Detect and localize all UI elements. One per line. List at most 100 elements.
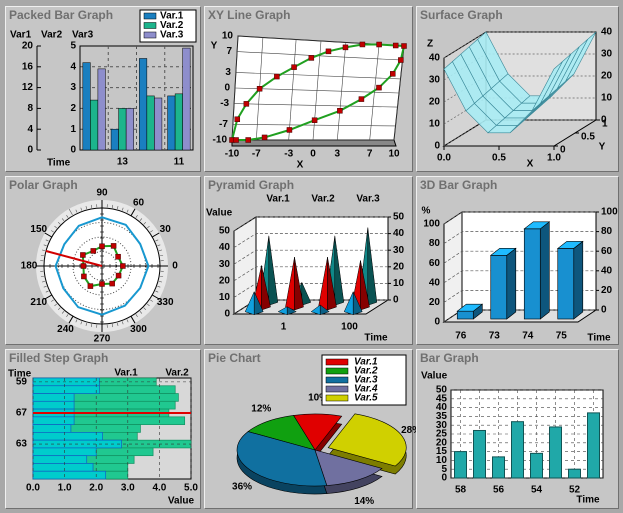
ring-tick <box>85 206 88 210</box>
bar <box>139 58 148 151</box>
z-tick-label-right: 20 <box>601 71 613 82</box>
ring-tick <box>111 324 114 328</box>
y-tick-label: 59 <box>16 377 28 388</box>
x-axis-title: X <box>297 160 304 171</box>
x-tick-label: 11 <box>174 157 185 168</box>
y-tick-label: 60 <box>429 258 441 269</box>
pyramid-face-dark <box>319 304 330 316</box>
z-tick-label: 40 <box>429 53 441 64</box>
point <box>401 43 407 49</box>
z-tick-label-right: 30 <box>601 49 613 60</box>
grid-line <box>443 250 596 264</box>
ring-tick <box>150 299 153 302</box>
ring-tick <box>158 280 162 283</box>
step <box>32 463 94 472</box>
x-tick-label: 4.0 <box>152 483 166 494</box>
y2-tick-label: 0 <box>27 145 33 156</box>
ring-tick <box>121 321 124 325</box>
legend-label: Var.2 <box>354 366 378 377</box>
panel: 3D Bar Graph 0 20 40 60 80 100 0 20 40 60 80 100 76 73… <box>416 176 619 345</box>
panel-title: Polar Graph <box>9 178 78 192</box>
ring-tick <box>43 244 47 247</box>
y-tick-label: 1 <box>70 124 76 135</box>
z-tick-label: 30 <box>429 75 441 86</box>
bar-side <box>540 221 550 320</box>
y-tick-label: 3 <box>70 82 76 93</box>
bar <box>182 47 191 151</box>
point <box>342 44 349 51</box>
ring-tick <box>155 290 159 293</box>
x-tick-label: 56 <box>493 485 505 496</box>
ring-tick <box>45 290 49 293</box>
panel: Polar Graph 0 30 60 90 150 180 210 240 270 300 330 <box>5 176 201 345</box>
theta-tick-label: 210 <box>30 297 47 308</box>
z-tick-label-right: 40 <box>601 27 613 38</box>
panel-shadow <box>5 349 201 509</box>
bar-side <box>506 247 517 320</box>
ring-tick <box>111 204 114 208</box>
theta-tick-label: 30 <box>160 224 172 235</box>
legend-label: Var.5 <box>354 393 378 404</box>
ring-tick <box>51 299 54 302</box>
y2-tick-label: 40 <box>601 265 613 276</box>
x-tick-label: -7 <box>252 149 261 160</box>
y-tick-label: 20 <box>436 437 448 448</box>
series-header: Var3 <box>72 30 94 41</box>
y2-tick-label: 20 <box>393 261 405 272</box>
bar-top <box>489 248 517 256</box>
step <box>32 424 72 433</box>
ring-tick <box>80 321 83 325</box>
point <box>390 71 396 77</box>
x-tick-label: 10 <box>388 149 400 160</box>
pyramid-face-dark <box>360 260 370 311</box>
panel: Pyramid Graph 0 10 20 30 40 50 0 10 20 30 40 50 1 100 V… <box>204 176 413 345</box>
panel-title: Surface Graph <box>420 8 503 22</box>
step <box>32 393 75 402</box>
grid-line <box>443 211 596 225</box>
y2-tick-label: 40 <box>393 228 405 239</box>
y-tick-label: 40 <box>436 402 448 413</box>
y2-tick-label: 80 <box>601 226 613 237</box>
step <box>32 470 107 480</box>
y-tick-label: 0 <box>441 473 447 484</box>
y-tick-label: 0 <box>434 317 440 328</box>
theta-tick-label: 90 <box>96 188 108 199</box>
y2-tick-label: 0 <box>601 305 607 316</box>
x-tick-label: 100 <box>341 322 358 333</box>
y-tick-label: 2 <box>70 103 76 114</box>
y-tick-label: 4 <box>70 61 76 72</box>
bar <box>125 108 134 151</box>
ring-tick <box>42 249 46 252</box>
legend-label: Var.1 <box>354 357 378 368</box>
theta-tick <box>151 232 160 238</box>
y-tick-label: 63 <box>16 439 28 450</box>
point <box>99 243 105 250</box>
ring-tick <box>157 244 161 247</box>
y2-tick-label: 4 <box>27 124 33 135</box>
theta-tick-label: 240 <box>57 324 74 335</box>
x-tick-label: 3 <box>335 149 341 160</box>
y-tick-label: 30 <box>436 420 448 431</box>
slice <box>327 413 407 467</box>
ring-tick <box>126 319 129 323</box>
x-tick-label: 0 <box>310 149 316 160</box>
x-tick-label: 7 <box>367 149 373 160</box>
y-tick-label: 67 <box>16 408 28 419</box>
x-axis-title: Time <box>576 495 600 506</box>
point <box>115 272 122 279</box>
theta-tick-label: 0 <box>172 261 178 272</box>
y2-tick-label: 20 <box>22 41 34 52</box>
pyramid-face-dark <box>286 306 297 316</box>
grid-line-y <box>232 124 396 127</box>
ring-tick <box>57 221 61 225</box>
panel-shadow <box>204 349 413 509</box>
bar <box>587 412 600 479</box>
panel-shadow <box>5 176 201 345</box>
pyramid-face-dark <box>327 257 337 311</box>
series-header: Var.2 <box>165 368 189 379</box>
ring-tick <box>135 314 138 317</box>
bar <box>174 93 183 151</box>
y-tick-label: 0 <box>224 83 230 94</box>
pyramid-face-dark <box>261 265 271 311</box>
